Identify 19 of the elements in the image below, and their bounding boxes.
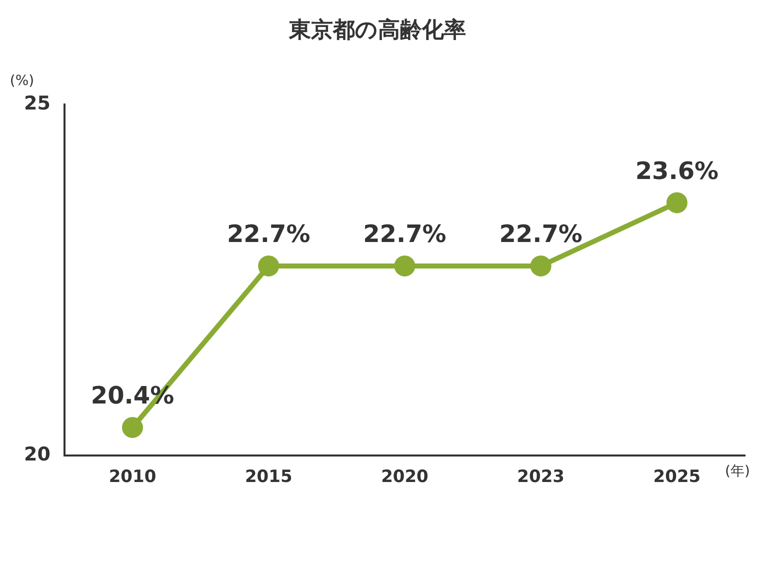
x-axis-title: (年) <box>725 464 750 480</box>
x-tick-label: 2010 <box>108 467 156 488</box>
x-tick-label: 2025 <box>653 467 701 488</box>
chart-title: 東京都の高齢化率 <box>288 16 466 43</box>
point <box>530 255 552 276</box>
data-label: 23.6% <box>635 156 719 185</box>
x-tick-label: 2020 <box>381 467 429 488</box>
y-tick-label: 25 <box>24 92 50 114</box>
point <box>394 255 416 276</box>
data-label: 22.7% <box>499 220 582 248</box>
data-label: 22.7% <box>226 220 310 248</box>
point <box>666 192 688 214</box>
point <box>122 417 143 438</box>
y-axis-title: (%) <box>10 73 34 90</box>
x-tick-label: 2023 <box>517 467 564 488</box>
point <box>258 255 280 276</box>
data-label: 22.7% <box>363 220 446 248</box>
y-tick-label: 20 <box>24 444 50 466</box>
x-tick-label: 2015 <box>244 467 292 488</box>
